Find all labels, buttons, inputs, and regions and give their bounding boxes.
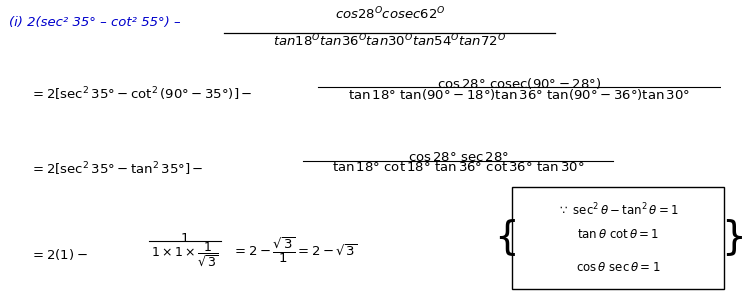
Text: $\cos\theta\ \sec\theta = 1$: $\cos\theta\ \sec\theta = 1$ xyxy=(576,261,661,274)
Text: $cos28^O cosec62^O$: $cos28^O cosec62^O$ xyxy=(335,6,445,22)
Text: $tan18^O tan36^O tan30^O tan54^O tan72^O$: $tan18^O tan36^O tan30^O tan54^O tan72^O… xyxy=(273,33,507,50)
Text: $= 2 - \dfrac{\sqrt{3}}{1} = 2 - \sqrt{3}$: $= 2 - \dfrac{\sqrt{3}}{1} = 2 - \sqrt{3… xyxy=(231,235,357,265)
Text: $= 2(1) -$: $= 2(1) -$ xyxy=(31,247,88,262)
Text: $\cos 28°\ \sec 28°$: $\cos 28°\ \sec 28°$ xyxy=(408,151,509,164)
Text: $\cos 28°\ \mathrm{cosec}(90° - 28°)$: $\cos 28°\ \mathrm{cosec}(90° - 28°)$ xyxy=(437,76,601,91)
Text: $\{$: $\{$ xyxy=(494,217,516,258)
Text: $\}$: $\}$ xyxy=(721,217,743,258)
Text: $= 2[\sec^2 35° - \cot^2 (90° - 35°)] -$: $= 2[\sec^2 35° - \cot^2 (90° - 35°)] -$ xyxy=(31,85,253,103)
Text: $\tan\theta\ \cot\theta = 1$: $\tan\theta\ \cot\theta = 1$ xyxy=(577,228,659,241)
Text: $1 \times 1 \times \dfrac{1}{\sqrt{3}}$: $1 \times 1 \times \dfrac{1}{\sqrt{3}}$ xyxy=(151,241,219,269)
Text: $\because\ \sec^2\theta - \tan^2\theta = 1$: $\because\ \sec^2\theta - \tan^2\theta =… xyxy=(557,202,679,218)
FancyBboxPatch shape xyxy=(512,187,724,289)
Text: (i) 2(sec² 35° – cot² 55°) –: (i) 2(sec² 35° – cot² 55°) – xyxy=(9,16,180,29)
Text: $\tan 18°\ \tan(90°-18°)\tan 36°\ \tan(90°-36°)\tan 30°$: $\tan 18°\ \tan(90°-18°)\tan 36°\ \tan(9… xyxy=(348,87,690,102)
Text: $1$: $1$ xyxy=(180,232,190,245)
Text: $= 2[\sec^2 35° - \tan^2 35°] -$: $= 2[\sec^2 35° - \tan^2 35°] -$ xyxy=(31,160,204,178)
Text: $\tan 18°\ \cot 18°\ \tan 36°\ \cot 36°\ \tan 30°$: $\tan 18°\ \cot 18°\ \tan 36°\ \cot 36°\… xyxy=(332,162,584,175)
